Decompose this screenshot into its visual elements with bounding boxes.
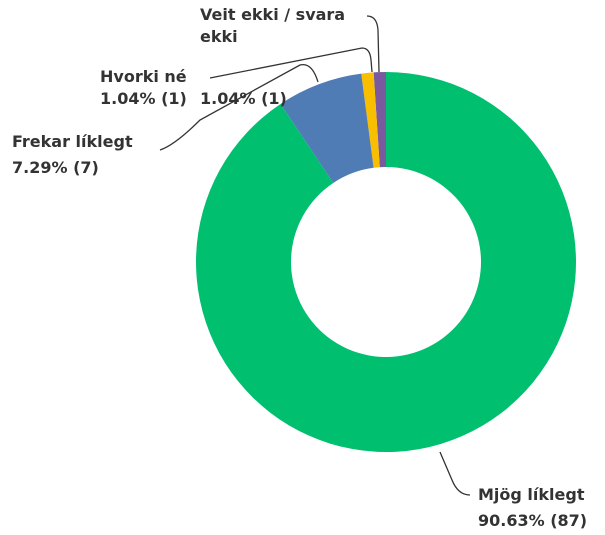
value-label: 7.29% (7) xyxy=(12,158,99,177)
value-label: 1.04% (1) xyxy=(100,89,187,108)
category-label: Frekar líklegt xyxy=(12,132,133,151)
category-label: Mjög líklegt xyxy=(478,485,585,504)
donut-segment xyxy=(373,72,386,168)
leader-line xyxy=(209,47,373,79)
donut-segment xyxy=(195,72,577,452)
leader-line xyxy=(366,15,380,73)
value-label: 90.63% (87) xyxy=(478,511,588,530)
category-label: Veit ekki / svara ekki xyxy=(200,5,346,46)
donut-segment xyxy=(361,72,380,168)
category-label: Hvorki né xyxy=(100,67,187,86)
leader-line xyxy=(439,451,471,496)
donut-segment xyxy=(280,73,374,183)
leader-line xyxy=(159,63,319,151)
value-label: 1.04% (1) xyxy=(200,89,287,108)
